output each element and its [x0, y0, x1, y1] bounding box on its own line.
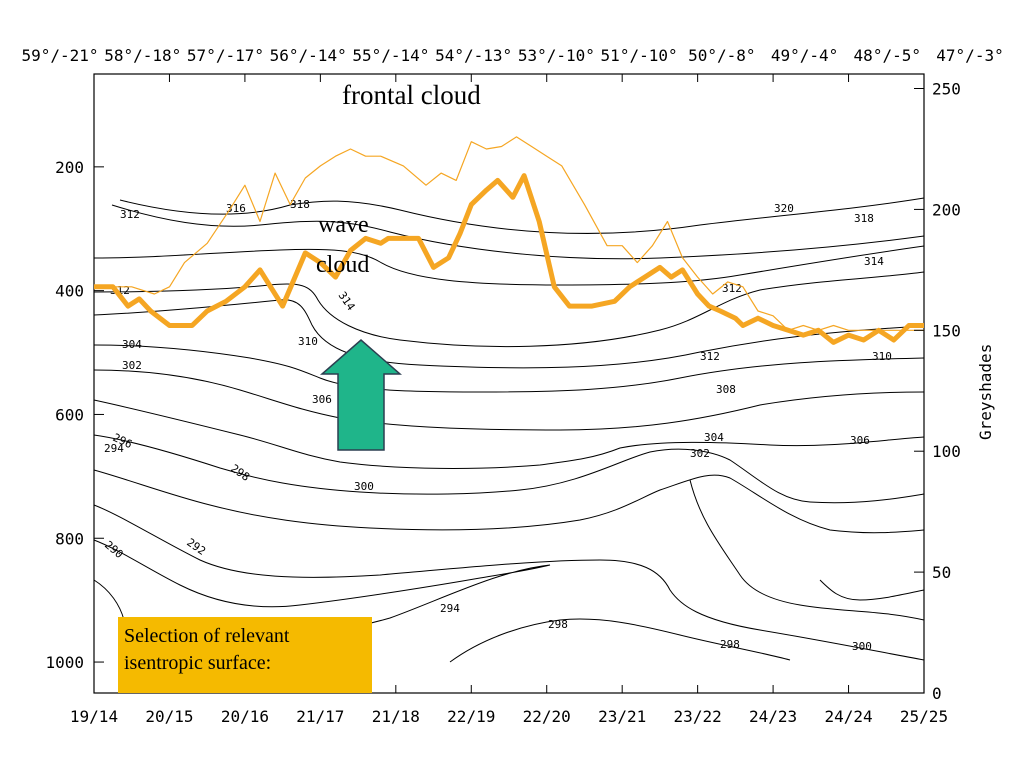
selection-note-line1: Selection of relevant — [124, 625, 290, 647]
contour-label: 314 — [864, 255, 884, 268]
contour-label: 312 — [700, 350, 720, 363]
contour-label: 290 — [102, 538, 126, 561]
contour-label: 312 — [120, 208, 140, 221]
wave-cloud-label-line2: cloud — [316, 252, 369, 278]
selection-note: Selection of relevant isentropic surface… — [118, 617, 372, 693]
right-y-tick-label: 0 — [932, 684, 942, 703]
top-tick-label: 59°/-21° — [21, 46, 98, 65]
contour-line — [93, 299, 925, 369]
contour-line — [689, 479, 925, 621]
contour-line — [111, 204, 925, 260]
contour-label: 304 — [122, 338, 142, 351]
contour-line — [93, 245, 925, 286]
isentrope-contours — [93, 197, 925, 669]
contour-label: 300 — [354, 480, 374, 493]
x-tick-label: 23/21 — [598, 707, 646, 726]
right-y-tick-label: 150 — [932, 321, 961, 340]
x-tick-label: 23/22 — [674, 707, 722, 726]
contour-line — [93, 434, 925, 504]
right-y-tick-label: 250 — [932, 80, 961, 99]
contour-line — [93, 344, 925, 393]
contour-label: 316 — [226, 202, 246, 215]
axes: 19/14 20/15 20/16 21/17 21/18 22/19 22/20 23/21… — [21, 46, 1003, 726]
contour-label: 302 — [122, 359, 142, 372]
top-tick-label: 54°/-13° — [435, 46, 512, 65]
selection-note-line2: isentropic surface: — [124, 652, 272, 674]
contour-label: 318 — [290, 198, 310, 211]
greyshade-series — [94, 136, 924, 345]
contour-label: 306 — [850, 434, 870, 447]
up-arrow-icon — [319, 339, 403, 451]
top-tick-label: 55°/-14° — [352, 46, 429, 65]
top-tick-label: 50°/-8° — [688, 46, 755, 65]
contour-line — [93, 271, 925, 348]
contour-label: 310 — [298, 335, 318, 348]
contour-label: 302 — [690, 447, 710, 460]
x-tick-label: 19/14 — [70, 707, 118, 726]
x-tick-label: 22/19 — [447, 707, 495, 726]
top-tick-label: 56°/-14° — [270, 46, 347, 65]
contour-label: 294 — [440, 602, 460, 615]
x-tick-label: 21/17 — [296, 707, 344, 726]
greyshade-line-thin — [94, 136, 924, 331]
x-tick-label: 24/23 — [749, 707, 797, 726]
plot-frame — [93, 73, 925, 694]
top-tick-label: 51°/-10° — [601, 46, 678, 65]
top-tick-label: 48°/-5° — [854, 46, 921, 65]
greyshade-line-thick — [94, 173, 924, 345]
contour-label: 308 — [716, 383, 736, 396]
contour-label: 292 — [184, 536, 208, 558]
right-axis-title: Greyshades — [976, 344, 995, 440]
x-tick-label: 20/16 — [221, 707, 269, 726]
contour-line — [819, 579, 925, 601]
contour-label: 314 — [336, 289, 358, 313]
contour-line — [93, 469, 925, 534]
contour-label: 306 — [312, 393, 332, 406]
contour-label: 304 — [704, 431, 724, 444]
contour-label: 318 — [854, 212, 874, 225]
top-tick-label: 53°/-10° — [518, 46, 595, 65]
left-y-tick-label: 200 — [55, 158, 84, 177]
contour-label: 298 — [720, 638, 740, 651]
contour-label: 298 — [548, 618, 568, 631]
contour-line — [93, 504, 925, 661]
contour-line — [119, 197, 925, 234]
x-tick-label: 20/15 — [145, 707, 193, 726]
wave-cloud-label-line1: wave — [318, 212, 369, 238]
contour-label: 320 — [774, 202, 794, 215]
x-tick-label: 22/20 — [523, 707, 571, 726]
left-y-tick-label: 600 — [55, 405, 84, 424]
contour-label: 294 — [104, 442, 124, 455]
top-tick-label: 57°/-17° — [187, 46, 264, 65]
frontal-cloud-label: frontal cloud — [342, 80, 481, 110]
top-tick-label: 58°/-18° — [104, 46, 181, 65]
x-tick-label: 24/24 — [824, 707, 872, 726]
left-y-tick-label: 400 — [55, 282, 84, 301]
right-y-tick-label: 50 — [932, 563, 951, 582]
contour-label: 298 — [228, 462, 252, 484]
x-tick-label: 21/18 — [372, 707, 420, 726]
contour-label: 300 — [852, 640, 872, 653]
x-tick-label: 25/25 — [900, 707, 948, 726]
contour-line — [93, 369, 925, 431]
contour-line — [93, 399, 925, 469]
left-y-tick-label: 1000 — [45, 653, 84, 672]
right-y-tick-label: 100 — [932, 442, 961, 461]
top-tick-label: 49°/-4° — [771, 46, 838, 65]
left-y-tick-label: 800 — [55, 529, 84, 548]
contour-labels: 320 318 318 316 314 314 312 312 312 312 … — [102, 198, 892, 653]
top-tick-label: 47°/-3° — [936, 46, 1003, 65]
contour-line — [449, 618, 791, 663]
right-y-tick-label: 200 — [932, 200, 961, 219]
contour-label: 310 — [872, 350, 892, 363]
